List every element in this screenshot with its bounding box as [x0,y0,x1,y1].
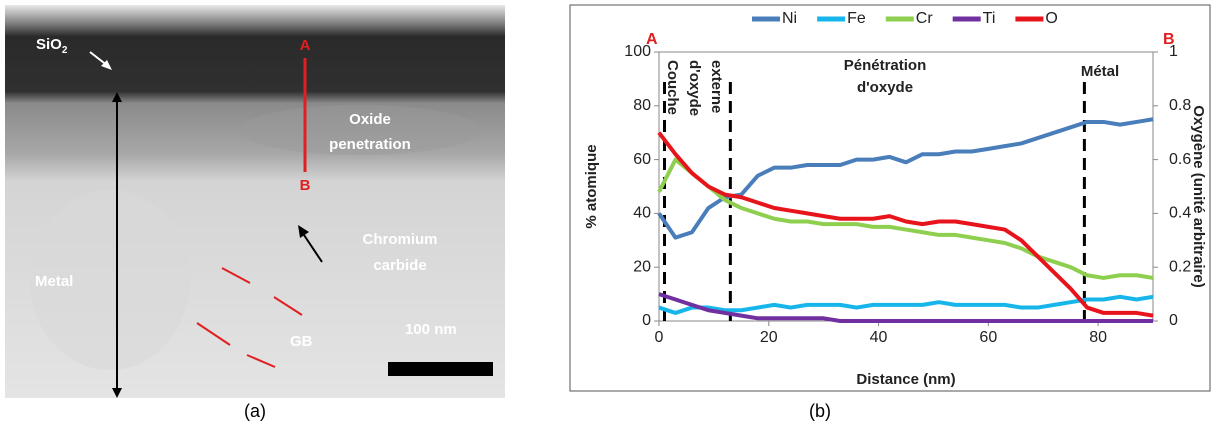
y-tick-label: 40 [633,205,651,222]
legend-label: Ti [983,10,996,27]
y-tick-label: 0 [642,312,651,329]
x-axis-title: Distance (nm) [856,371,955,388]
zone-label: externe [708,60,725,113]
arrow-head [298,225,309,238]
mark-b: B [1163,31,1175,48]
y-tick-label: 60 [633,151,651,168]
y2-tick-label: 0.4 [1169,205,1191,222]
y2-tick-label: 1 [1169,43,1178,60]
series-line [657,157,1154,280]
plot: 0 20 40 60 80 100 0 0.2 0.4 0.6 0.8 1 0 20 40 60 80 Dista… [583,10,1207,388]
legend-label: Fe [847,10,866,27]
y-tick-label: 80 [633,97,651,114]
zone-label: d'oxyde [686,60,703,116]
series-line [657,117,1154,240]
zone-label: Métal [1081,63,1119,80]
scale-label: 100 nm [405,321,457,338]
legend-label: Ni [782,10,797,27]
texture [240,105,480,155]
carbide-label: carbide [373,257,426,274]
legend-label: O [1045,10,1057,27]
oxide-label: penetration [329,136,411,153]
series-line [658,292,1153,323]
zone-label: Couche [664,60,681,115]
x-tick-label: 60 [979,329,997,346]
x-tick-label: 80 [1089,329,1107,346]
point-a: A [300,37,311,54]
gb-arrows [196,267,303,368]
metal-label: Metal [35,273,73,290]
gb-label: GB [290,333,313,350]
sio2-label: SiO2 [36,36,68,56]
arrow-head [112,92,122,102]
point-b: B [300,177,311,194]
y2-tick-label: 0 [1169,312,1178,329]
arrow-head [112,388,122,398]
zone-label: Pénétration [844,57,927,74]
scale-bar [388,362,493,376]
y2-tick-label: 0.6 [1169,151,1191,168]
sio2: SiO [36,36,62,53]
texture [30,190,190,370]
series-line [657,131,1154,318]
y2-axis-title: Oxygène (unité arbitraire) [1190,105,1207,288]
y-axis-title: % atomique [583,144,600,228]
y2-tick-label: 0.2 [1169,258,1191,275]
oxide-label: Oxide [349,111,391,128]
y2-tick-label: 0.8 [1169,97,1191,114]
panel-label: (b) [809,401,831,421]
zone-label: d'oxyde [857,79,913,96]
series-line [658,294,1154,315]
mark-a: A [646,31,658,48]
micrograph: SiO2 A B Oxide penetration Chromium carb… [5,5,505,421]
x-tick-label: 0 [655,329,664,346]
y-tick-label: 20 [633,258,651,275]
x-tick-label: 40 [870,329,888,346]
x-tick-label: 20 [760,329,778,346]
panel-label: (a) [244,401,266,421]
sio2-sub: 2 [62,45,68,56]
arrow [301,231,323,263]
arrow-head [101,60,112,70]
chart-frame [569,4,1211,392]
legend-label: Cr [916,10,934,27]
y-tick-label: 100 [624,43,651,60]
carbide-label: Chromium [363,231,438,248]
